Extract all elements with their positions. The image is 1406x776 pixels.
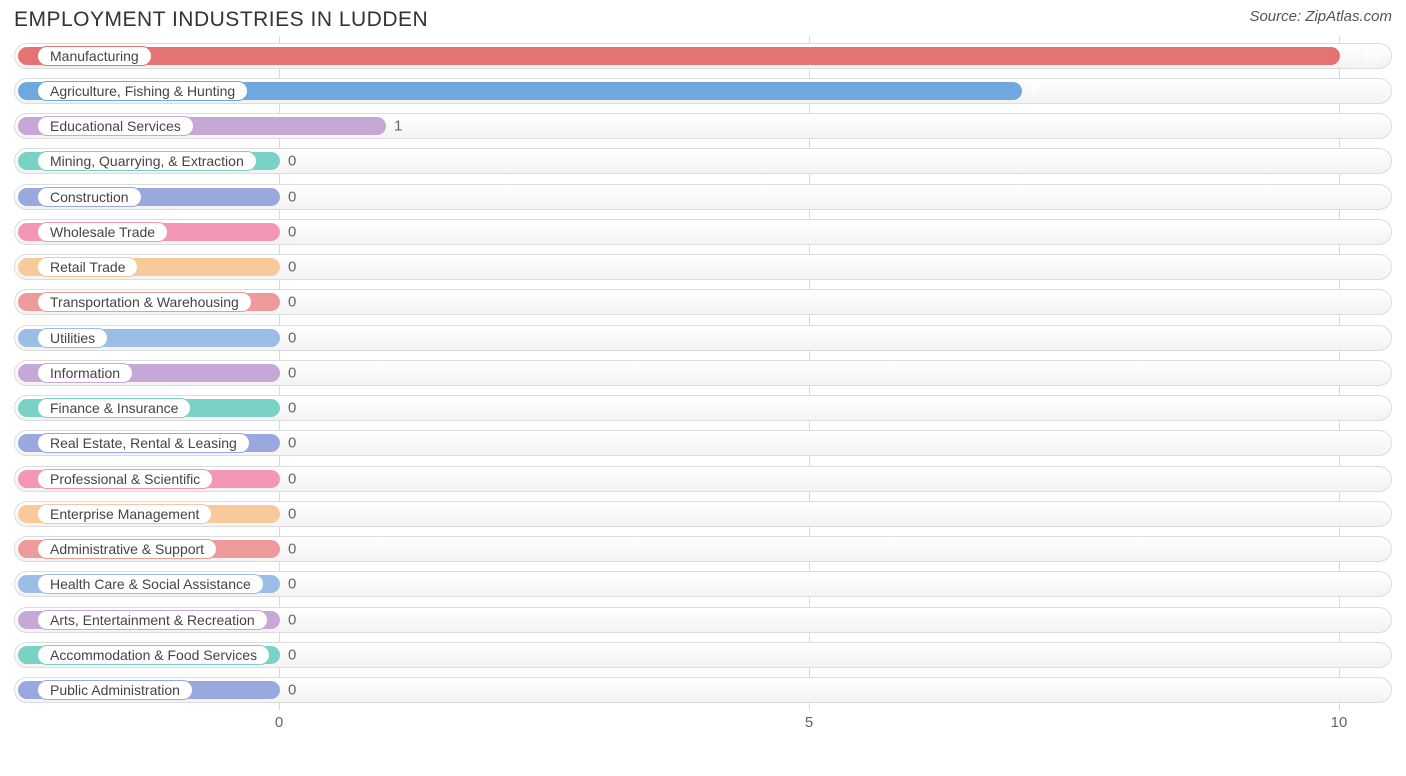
bar-label: Transportation & Warehousing bbox=[37, 292, 252, 312]
bar-track: Transportation & Warehousing 0 bbox=[14, 289, 1392, 315]
bar-value: 0 bbox=[288, 153, 296, 170]
bars-container: Manufacturing10Agriculture, Fishing & Hu… bbox=[14, 36, 1392, 710]
bar-track: Accommodation & Food Services 0 bbox=[14, 642, 1392, 668]
bar-fill bbox=[18, 47, 1340, 65]
bar-label: Finance & Insurance bbox=[37, 398, 191, 418]
bar-track: Agriculture, Fishing & Hunting 7 bbox=[14, 78, 1392, 104]
bar-label: Construction bbox=[37, 187, 142, 207]
bar-value: 0 bbox=[288, 294, 296, 311]
x-tick-label: 0 bbox=[275, 714, 283, 731]
bar-track: Finance & Insurance 0 bbox=[14, 395, 1392, 421]
bar-value: 7 bbox=[1030, 82, 1038, 99]
bar-value: 1 bbox=[394, 118, 402, 135]
bar-label: Wholesale Trade bbox=[37, 222, 168, 242]
bar-label: Public Administration bbox=[37, 680, 193, 700]
bar-value: 0 bbox=[288, 470, 296, 487]
bar-label: Utilities bbox=[37, 328, 108, 348]
bar-value: 0 bbox=[288, 576, 296, 593]
bar-value: 0 bbox=[288, 259, 296, 276]
bar-track: Arts, Entertainment & Recreation 0 bbox=[14, 607, 1392, 633]
bar-label: Manufacturing bbox=[37, 46, 152, 66]
bar-value: 10 bbox=[1362, 47, 1379, 64]
bar-label: Agriculture, Fishing & Hunting bbox=[37, 81, 248, 101]
bar-track: Educational Services 1 bbox=[14, 113, 1392, 139]
bar-label: Information bbox=[37, 363, 133, 383]
bar-track: Utilities 0 bbox=[14, 325, 1392, 351]
bar-track: Health Care & Social Assistance 0 bbox=[14, 571, 1392, 597]
bar-track: Public Administration 0 bbox=[14, 677, 1392, 703]
bar-label: Arts, Entertainment & Recreation bbox=[37, 610, 268, 630]
bar-value: 0 bbox=[288, 435, 296, 452]
bar-track: Information 0 bbox=[14, 360, 1392, 386]
bar-value: 0 bbox=[288, 364, 296, 381]
bar-value: 0 bbox=[288, 611, 296, 628]
bar-label: Professional & Scientific bbox=[37, 469, 213, 489]
x-tick-label: 5 bbox=[805, 714, 813, 731]
bar-label: Educational Services bbox=[37, 116, 194, 136]
bar-track: Mining, Quarrying, & Extraction 0 bbox=[14, 148, 1392, 174]
bar-track: Real Estate, Rental & Leasing 0 bbox=[14, 430, 1392, 456]
bar-value: 0 bbox=[288, 646, 296, 663]
bar-label: Real Estate, Rental & Leasing bbox=[37, 433, 250, 453]
bar-track: Retail Trade 0 bbox=[14, 254, 1392, 280]
bar-label: Accommodation & Food Services bbox=[37, 645, 270, 665]
bar-value: 0 bbox=[288, 541, 296, 558]
bar-label: Mining, Quarrying, & Extraction bbox=[37, 151, 257, 171]
bar-label: Health Care & Social Assistance bbox=[37, 574, 264, 594]
bar-value: 0 bbox=[288, 400, 296, 417]
bar-label: Administrative & Support bbox=[37, 539, 217, 559]
bar-track: Administrative & Support 0 bbox=[14, 536, 1392, 562]
bar-value: 0 bbox=[288, 682, 296, 699]
bar-value: 0 bbox=[288, 329, 296, 346]
bar-track: Manufacturing 10 bbox=[14, 43, 1392, 69]
bar-value: 0 bbox=[288, 505, 296, 522]
bar-track: Wholesale Trade 0 bbox=[14, 219, 1392, 245]
bar-label: Enterprise Management bbox=[37, 504, 212, 524]
bar-value: 0 bbox=[288, 188, 296, 205]
source-label: Source: ZipAtlas.com bbox=[1249, 8, 1392, 25]
bar-label: Retail Trade bbox=[37, 257, 138, 277]
chart-area: Manufacturing10Agriculture, Fishing & Hu… bbox=[14, 36, 1392, 736]
bar-track: Professional & Scientific 0 bbox=[14, 466, 1392, 492]
x-tick-label: 10 bbox=[1331, 714, 1348, 731]
bar-track: Enterprise Management 0 bbox=[14, 501, 1392, 527]
bar-track: Construction 0 bbox=[14, 184, 1392, 210]
chart-title: EMPLOYMENT INDUSTRIES IN LUDDEN bbox=[14, 8, 428, 32]
x-axis: 0 5 10 bbox=[14, 710, 1392, 736]
bar-value: 0 bbox=[288, 223, 296, 240]
